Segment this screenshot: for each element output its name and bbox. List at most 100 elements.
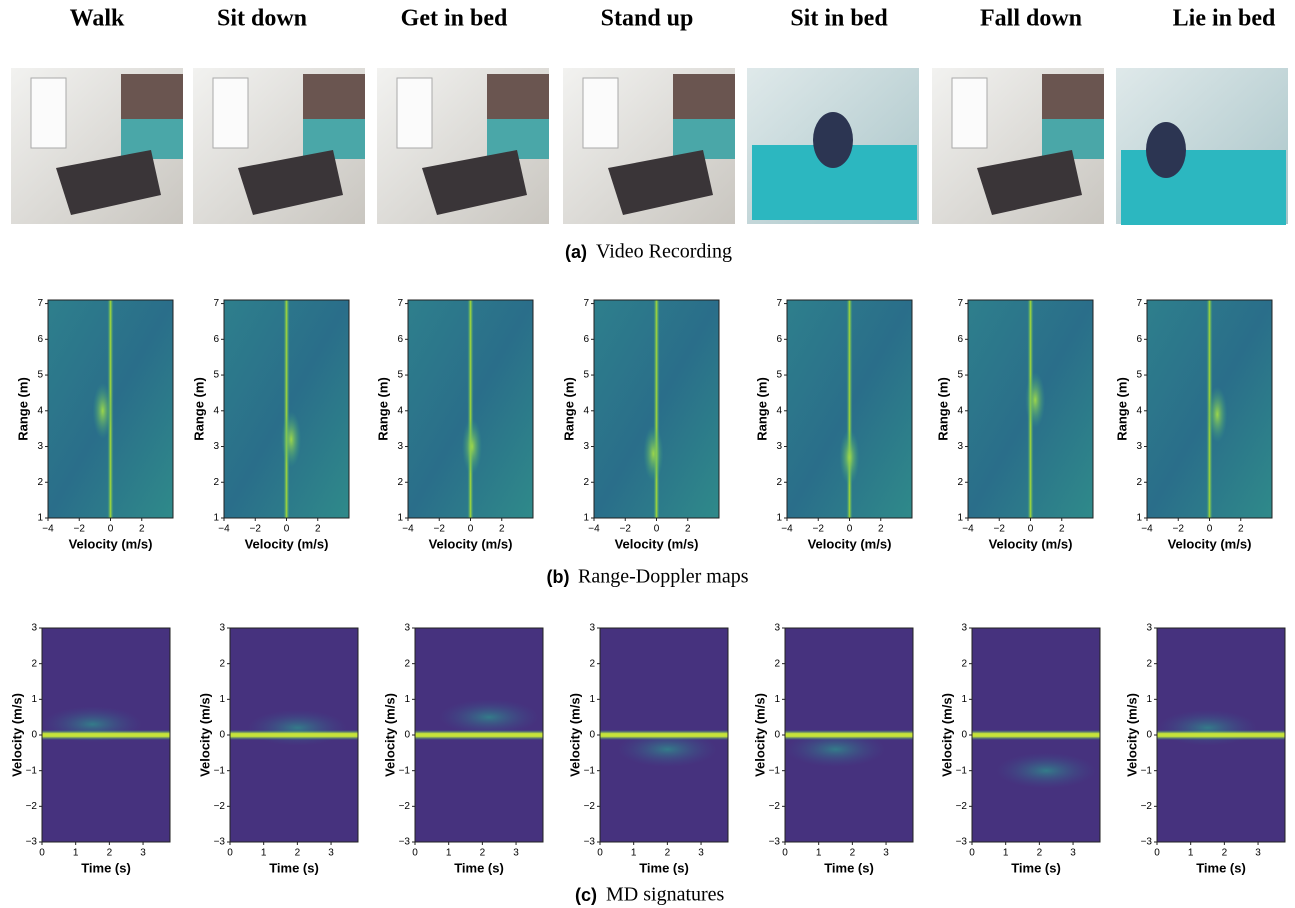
doppler-blob [1025, 372, 1045, 428]
y-tick-label: 6 [397, 334, 403, 345]
md-zero-line [42, 730, 170, 740]
y-tick-label: 1 [37, 513, 43, 524]
y-tick-label: 5 [583, 370, 589, 381]
y-tick-label: 3 [774, 623, 780, 634]
y-tick-label: 1 [404, 694, 410, 705]
x-tick-label: −4 [588, 524, 600, 535]
x-tick-label: 2 [480, 848, 486, 859]
y-tick-label: 0 [961, 730, 967, 741]
y-tick-label: 2 [1146, 658, 1152, 669]
y-tick-label: 6 [1136, 334, 1142, 345]
x-tick-label: 0 [1028, 524, 1034, 535]
x-tick-label: 2 [850, 848, 856, 859]
y-tick-label: 2 [961, 658, 967, 669]
x-axis-label: Time (s) [81, 860, 131, 875]
x-tick-label: −2 [620, 524, 632, 535]
md-zero-line [972, 730, 1100, 740]
y-tick-label: 0 [589, 730, 595, 741]
doppler-blob [643, 426, 663, 482]
y-tick-label: 2 [31, 658, 37, 669]
y-tick-label: −1 [769, 765, 781, 776]
caption-label: (b) [547, 567, 570, 587]
y-tick-label: −1 [399, 765, 411, 776]
x-tick-label: 2 [665, 848, 671, 859]
y-tick-label: −1 [26, 765, 38, 776]
y-tick-label: 7 [776, 298, 782, 309]
doppler-zero-line [284, 300, 290, 518]
y-tick-label: −2 [399, 801, 411, 812]
x-tick-label: −2 [250, 524, 262, 535]
y-tick-label: −2 [214, 801, 226, 812]
figure: (a) Video Recording (b) Range-Doppler ma… [0, 0, 1295, 908]
x-tick-label: 1 [1188, 848, 1194, 859]
y-tick-label: 4 [397, 405, 403, 416]
y-axis-label: Velocity (m/s) [1124, 693, 1139, 777]
y-tick-label: −1 [956, 765, 968, 776]
y-tick-label: −3 [956, 837, 968, 848]
y-tick-label: 3 [589, 623, 595, 634]
y-tick-label: 0 [31, 730, 37, 741]
y-axis-label: Range (m) [1114, 377, 1129, 441]
y-tick-label: −2 [1141, 801, 1153, 812]
column-title: Lie in bed [1173, 6, 1276, 32]
x-axis-label: Velocity (m/s) [429, 536, 513, 551]
x-tick-label: 2 [1222, 848, 1228, 859]
y-tick-label: 1 [213, 513, 219, 524]
x-tick-label: 0 [412, 848, 418, 859]
y-tick-label: 1 [397, 513, 403, 524]
y-tick-label: 7 [37, 298, 43, 309]
x-tick-label: 3 [883, 848, 889, 859]
x-tick-label: 3 [140, 848, 146, 859]
x-tick-label: 0 [284, 524, 290, 535]
photo-window [397, 78, 432, 148]
x-tick-label: 3 [328, 848, 334, 859]
doppler-zero-line [468, 300, 474, 518]
y-tick-label: 2 [1136, 477, 1142, 488]
y-tick-label: 6 [957, 334, 963, 345]
x-tick-label: 0 [1154, 848, 1160, 859]
y-tick-label: 4 [776, 405, 782, 416]
y-tick-label: 1 [31, 694, 37, 705]
x-tick-label: 2 [295, 848, 301, 859]
photo-person [813, 112, 853, 168]
column-title: Sit in bed [790, 6, 888, 32]
photo-wall [303, 119, 365, 159]
y-axis-label: Range (m) [935, 377, 950, 441]
doppler-blob [840, 429, 860, 485]
y-axis-label: Range (m) [375, 377, 390, 441]
y-tick-label: −1 [214, 765, 226, 776]
x-tick-label: 3 [698, 848, 704, 859]
y-axis-label: Range (m) [561, 377, 576, 441]
y-tick-label: 7 [1136, 298, 1142, 309]
x-axis-label: Time (s) [639, 860, 689, 875]
photo-window [583, 78, 618, 148]
y-tick-label: 4 [957, 405, 963, 416]
y-tick-label: 2 [219, 658, 225, 669]
y-tick-label: 2 [213, 477, 219, 488]
y-tick-label: 6 [583, 334, 589, 345]
photo-window [213, 78, 248, 148]
y-tick-label: 6 [776, 334, 782, 345]
y-tick-label: −3 [1141, 837, 1153, 848]
x-axis-label: Time (s) [269, 860, 319, 875]
caption-text: MD signatures [606, 884, 725, 906]
x-tick-label: 0 [468, 524, 474, 535]
x-tick-label: 1 [631, 848, 637, 859]
y-tick-label: 6 [37, 334, 43, 345]
doppler-zero-line [654, 300, 660, 518]
doppler-blob [93, 383, 113, 439]
y-tick-label: 1 [957, 513, 963, 524]
photo-wall [121, 119, 183, 159]
y-tick-label: 5 [37, 370, 43, 381]
photo-window [31, 78, 66, 148]
y-tick-label: 7 [583, 298, 589, 309]
md-zero-line [785, 730, 913, 740]
photo-window [952, 78, 987, 148]
y-tick-label: 5 [397, 370, 403, 381]
x-tick-label: 0 [969, 848, 975, 859]
x-tick-label: 3 [1255, 848, 1261, 859]
x-tick-label: 1 [816, 848, 822, 859]
y-tick-label: 2 [583, 477, 589, 488]
y-tick-label: 3 [1146, 623, 1152, 634]
y-tick-label: −1 [584, 765, 596, 776]
